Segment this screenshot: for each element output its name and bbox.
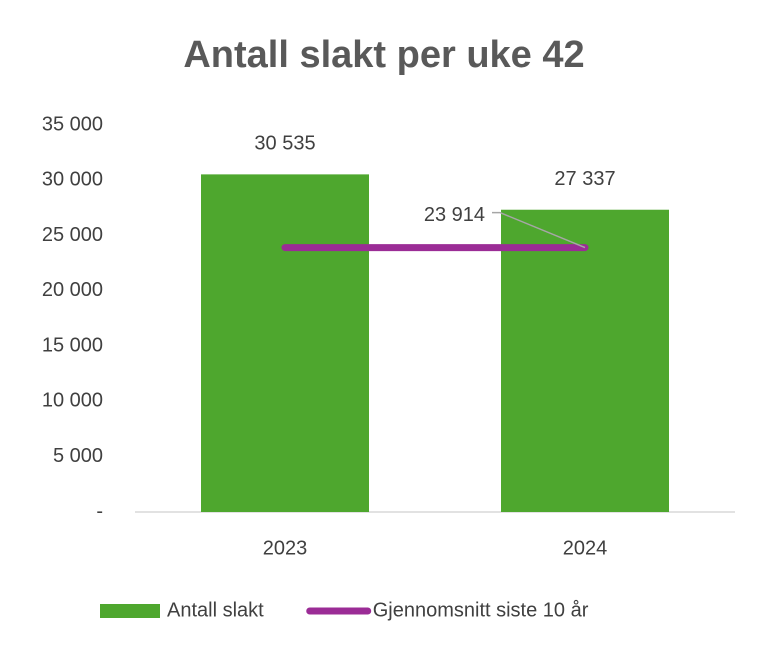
y-tick-label: 20 000 [42,279,103,301]
chart-title: Antall slakt per uke 42 [183,34,584,76]
y-tick-label: 10 000 [42,390,103,412]
y-tick-label: 5 000 [53,445,103,467]
x-tick-label: 2024 [563,537,608,559]
legend-label: Antall slakt [167,599,264,621]
legend-label: Gjennomsnitt siste 10 år [373,599,589,621]
y-tick-label: 35 000 [42,113,103,135]
data-label: 23 914 [424,204,485,226]
y-tick-label: - [96,500,103,522]
leader-line [492,211,586,249]
bar [201,174,369,512]
data-label: 30 535 [254,133,315,155]
x-tick-label: 2023 [263,537,308,559]
y-tick-label: 30 000 [42,169,103,191]
bar [501,209,669,512]
y-tick-label: 25 000 [42,224,103,246]
y-tick-label: 15 000 [42,334,103,356]
data-label: 27 337 [554,168,615,190]
legend-swatch [100,604,160,618]
